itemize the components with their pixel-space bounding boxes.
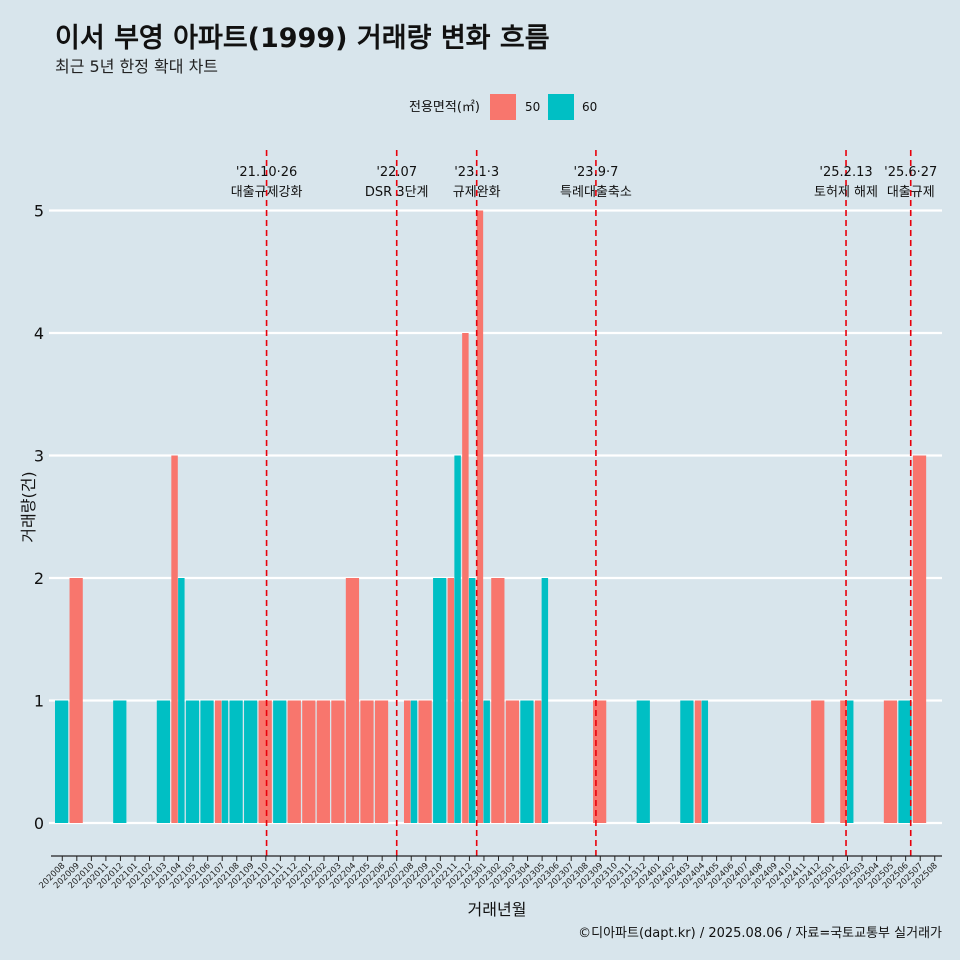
bar-60-202103 [156,700,171,823]
event-label-3: 특례대출축소 [560,185,632,200]
bar-50-202502 [840,700,847,823]
bar-60-202107 [221,700,229,823]
bar-50-202208 [403,700,411,823]
bar-50-202110 [258,700,272,823]
bar-50-202305 [534,700,542,823]
bar-60-202105 [185,700,200,823]
chart-title: 이서 부영 아파트(1999) 거래량 변화 흐름 [55,23,550,54]
bar-60-202109 [244,700,258,823]
bar-50-202505 [883,700,898,823]
bar-60-202403 [680,700,694,823]
event-lines: '21.10·26 대출규제강화 '22.07 DSR 3단계 '23.1·3 규제완화 '… [231,150,937,856]
bar-50-202107 [214,700,222,823]
bar-60-202106 [200,700,214,823]
y-axis-title: 거래량(건) [19,471,38,542]
bar-50-202404 [694,700,702,823]
event-label-0: 대출규제강화 [231,185,303,200]
bar-60-202104 [178,578,185,823]
bar-50-202201 [302,700,316,823]
event-label-1: DSR 3단계 [365,185,429,200]
bar-60-202108 [229,700,243,823]
bar-50-202104 [171,455,178,823]
legend-title: 전용면적(㎡) [409,100,480,115]
bar-60-202404 [701,700,709,823]
y-tick-label-2: 2 [34,569,44,588]
bar-60-202212 [468,578,476,823]
bar-60-202506 [898,700,912,823]
bar-60-202312 [636,700,650,823]
y-tick-label-3: 3 [34,447,44,466]
source-caption: ©디아파트(dapt.kr) / 2025.08.06 / 자료=국토교통부 실… [578,926,942,941]
bar-50-202204 [345,578,360,823]
bar-50-202202 [316,700,330,823]
event-label-4: 토허제 해제 [814,185,878,200]
legend-swatch-50 [490,94,516,120]
x-axis: 2020082020092020102020112020122021012021… [37,855,942,891]
event-date-1: '22.07 [376,165,417,180]
bar-50-202205 [360,700,374,823]
bar-50-202009 [69,578,83,823]
bar-60-202211 [454,455,461,823]
bar-60-202012 [113,700,127,823]
bar-50-202301 [476,210,484,823]
bar-60-202008 [55,700,69,823]
y-tick-label-4: 4 [34,324,44,343]
x-axis-title: 거래년월 [468,900,527,919]
bar-60-202111 [273,700,287,823]
bars [55,210,927,823]
bar-60-202304 [520,700,534,823]
bar-50-202507 [912,455,927,823]
bar-50-202209 [418,700,432,823]
event-label-5: 대출규제 [887,185,935,200]
event-date-3: '23.9·7 [573,165,618,180]
bar-50-202112 [287,700,301,823]
y-tick-label-0: 0 [34,814,44,833]
bar-60-202502 [846,700,854,823]
chart-subtitle: 최근 5년 한정 확대 차트 [55,57,219,76]
legend-swatch-60 [548,94,574,120]
bar-50-202309 [593,700,607,823]
bar-60-202305 [541,578,549,823]
bar-60-202208 [410,700,418,823]
bar-50-202206 [374,700,389,823]
y-tick-label-1: 1 [34,692,44,711]
event-date-2: '23.1·3 [454,165,499,180]
bar-60-202301 [483,700,490,823]
event-date-0: '21.10·26 [236,165,297,180]
y-axis: 0 1 2 3 4 5 [34,202,44,834]
bar-60-202210 [433,578,447,823]
bar-50-202203 [331,700,345,823]
legend-label-60: 60 [582,100,597,114]
legend: 전용면적(㎡) 50 60 [409,94,597,120]
bar-50-202212 [462,333,469,823]
event-date-5: '25.6·27 [884,165,937,180]
bar-50-202303 [505,700,520,823]
bar-50-202211 [447,578,455,823]
legend-label-50: 50 [525,100,540,114]
bar-50-202412 [811,700,825,823]
event-label-2: 규제완화 [453,185,501,200]
event-date-4: '25.2.13 [819,165,872,180]
y-tick-label-5: 5 [34,202,44,221]
bar-50-202302 [491,578,505,823]
